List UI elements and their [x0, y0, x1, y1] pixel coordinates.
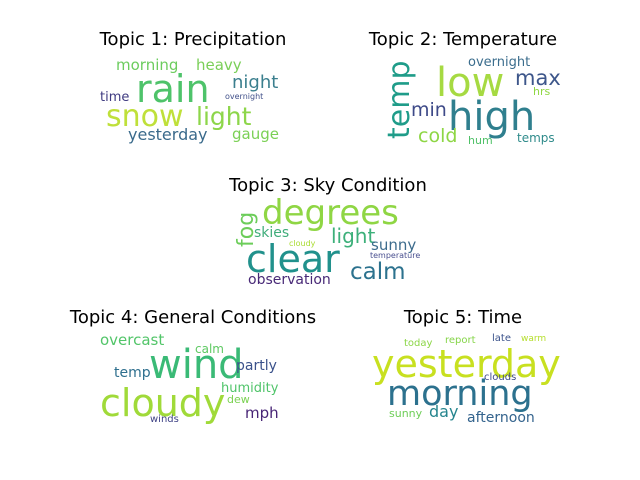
word-degrees: degrees — [262, 193, 399, 233]
word-high: high — [448, 94, 536, 140]
word-temperature: temperature — [370, 251, 421, 260]
word-afternoon: afternoon — [467, 410, 535, 426]
word-yesterday: yesterday — [128, 125, 208, 144]
word-hum: hum — [468, 134, 493, 147]
word-light-2: light — [331, 224, 376, 248]
word-clear: clear — [246, 237, 340, 281]
word-mph: mph — [245, 404, 279, 422]
word-time: time — [100, 90, 130, 105]
topic-3-title: Topic 3: Sky Condition — [229, 175, 427, 196]
word-cloudy: cloudy — [289, 239, 316, 248]
topic-2-title: Topic 2: Temperature — [368, 29, 558, 50]
word-humidity: humidity — [221, 381, 279, 396]
word-wind: wind — [149, 342, 244, 388]
word-winds: winds — [150, 414, 179, 425]
word-overcast: overcast — [100, 331, 165, 349]
word-heavy: heavy — [196, 56, 242, 74]
word-day: day — [429, 402, 459, 421]
word-yesterday-2: yesterday — [372, 342, 561, 386]
word-cloudy-2: cloudy — [100, 381, 226, 425]
word-skies: skies — [254, 225, 290, 241]
word-sunny-2: sunny — [389, 407, 423, 420]
word-calm: calm — [350, 259, 406, 285]
word-calm-2: calm — [195, 342, 224, 356]
word-night: night — [232, 72, 279, 93]
word-today: today — [404, 338, 433, 349]
word-max: max — [515, 66, 561, 90]
word-dew: dew — [227, 393, 250, 406]
word-low: low — [436, 60, 505, 106]
word-hrs: hrs — [533, 85, 551, 98]
word-overnight-2: overnight — [468, 55, 531, 70]
word-temp-2: temp — [114, 365, 151, 381]
word-overnight: overnight — [225, 92, 264, 101]
word-partly: partly — [236, 358, 277, 374]
word-gauge: gauge — [232, 125, 279, 143]
word-temps: temps — [517, 131, 555, 145]
word-rain: rain — [136, 67, 210, 111]
topic-4-title: Topic 4: General Conditions — [69, 307, 317, 328]
word-snow: snow — [106, 99, 184, 134]
topic-5-title: Topic 5: Time — [403, 307, 523, 328]
word-warm: warm — [521, 334, 547, 344]
word-sunny: sunny — [371, 236, 417, 254]
word-late: late — [492, 333, 511, 344]
topic-1-title: Topic 1: Precipitation — [99, 29, 287, 50]
word-report: report — [445, 335, 476, 346]
word-cold: cold — [418, 125, 458, 147]
word-morning-2: morning — [387, 374, 533, 414]
word-observation: observation — [248, 272, 331, 288]
word-morning: morning — [116, 56, 179, 74]
word-clouds: clouds — [484, 372, 517, 383]
word-min: min — [411, 99, 447, 121]
word-light: light — [196, 102, 252, 131]
